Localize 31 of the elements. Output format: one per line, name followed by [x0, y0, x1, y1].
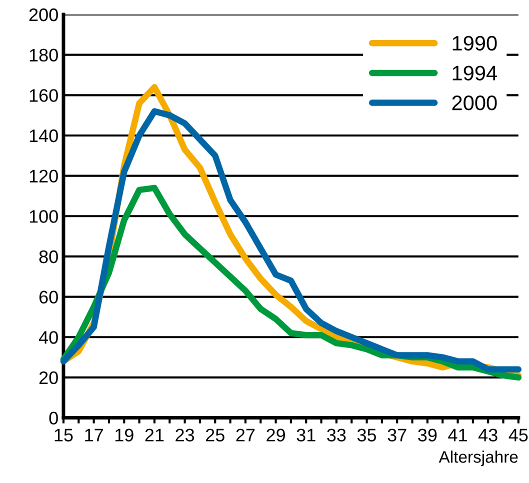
y-tick-label: 180: [30, 48, 58, 62]
x-tick-label: 23: [176, 428, 194, 442]
x-tick-label: 19: [115, 428, 134, 442]
x-tick-label: 35: [357, 428, 376, 442]
legend-label: 2000: [452, 96, 497, 110]
x-tick-label: 45: [508, 428, 528, 442]
y-tick-label: 200: [29, 8, 58, 22]
y-tick-label: 40: [38, 331, 58, 344]
x-tick-label: 15: [54, 428, 73, 442]
x-tick-label: 33: [327, 428, 346, 442]
y-tick-label: 0: [49, 412, 58, 425]
y-tick-label: 160: [30, 89, 58, 102]
y-tick-label: 80: [39, 250, 58, 264]
y-tick-label: 20: [39, 371, 58, 384]
x-tick-label: 17: [85, 428, 103, 442]
x-tick-label: 27: [236, 428, 255, 442]
x-tick-label: 41: [448, 428, 467, 442]
x-tick-label: 39: [418, 428, 437, 442]
y-tick-label: 60: [39, 290, 58, 304]
legend-label: 1990: [452, 36, 497, 51]
y-tick-label: 140: [30, 129, 58, 142]
x-tick-label: 21: [145, 428, 164, 442]
legend-label: 1994: [452, 66, 497, 80]
x-tick-label: 25: [206, 428, 224, 442]
y-tick-label: 100: [30, 210, 58, 223]
x-tick-label: 37: [388, 428, 406, 442]
x-axis-title: Altersjahre: [438, 450, 518, 466]
x-tick-label: 29: [266, 428, 285, 442]
x-tick-label: 31: [296, 428, 316, 442]
x-tick-label: 43: [478, 428, 498, 442]
y-tick-label: 120: [30, 170, 58, 183]
